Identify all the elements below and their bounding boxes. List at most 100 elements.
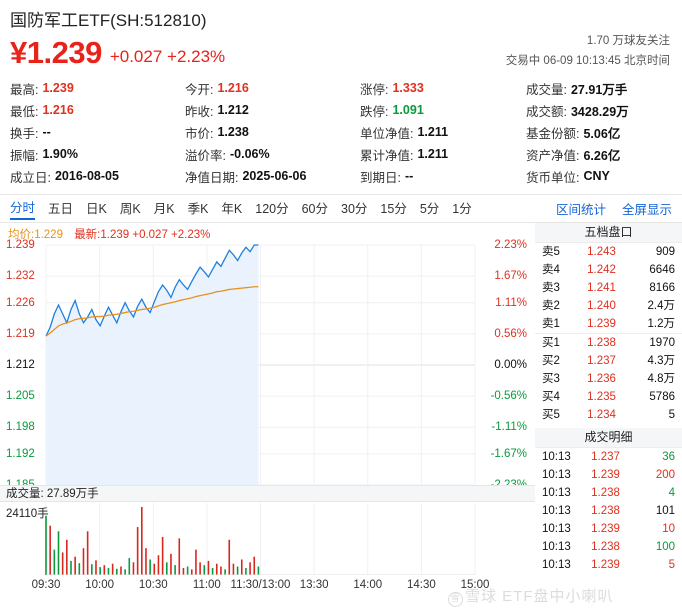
order-level: 买1 [542, 337, 560, 349]
stat-label: 成交量: [526, 82, 567, 97]
y-axis-price-label: 1.232 [6, 270, 35, 283]
order-price: 1.235 [587, 391, 616, 403]
order-qty: 6646 [649, 264, 675, 276]
tab-季K[interactable]: 季K [187, 202, 209, 216]
time-tick-label: 11:00 [192, 579, 221, 591]
action-全屏显示[interactable]: 全屏显示 [621, 203, 672, 217]
order-qty: 5786 [649, 391, 675, 403]
tab-月K[interactable]: 月K [153, 202, 175, 216]
order-qty: 1.2万 [647, 318, 676, 330]
order-book-row: 卖1 1.239 1.2万 [535, 315, 682, 333]
tab-120分[interactable]: 120分 [255, 202, 289, 216]
order-book-list: 卖5 1.243 909 卖4 1.242 6646 卖3 1.241 8166 卖2 1.240 2… [535, 243, 682, 424]
chart-tab-bar: 分时 五日 日K 周K 月K 季K 年K 120分 60分 30分 15分 5分 1分 区间统计 全屏显示 [0, 194, 682, 223]
legend-avg-price: 均价:1.229 [8, 229, 63, 241]
order-level: 买2 [542, 355, 560, 367]
trade-qty: 200 [655, 469, 675, 481]
trade-time: 10:13 [542, 523, 571, 535]
order-level: 卖4 [542, 264, 560, 276]
order-qty: 2.4万 [647, 300, 676, 312]
stat-cell: 市价: 1.238 [185, 121, 360, 143]
trade-price: 1.237 [591, 451, 620, 463]
price-plot[interactable]: 1.239 2.23% 1.232 1.67% 1.226 1.11% 1.219 0.56%… [0, 239, 535, 491]
stat-label: 换手: [10, 126, 39, 141]
stat-label: 货币单位: [526, 170, 580, 185]
order-level: 买4 [542, 391, 560, 403]
stat-value: 1.091 [392, 103, 424, 117]
tab-年K[interactable]: 年K [221, 202, 243, 216]
tab-五日[interactable]: 五日 [48, 202, 74, 216]
tab-5分[interactable]: 5分 [419, 202, 440, 216]
order-qty: 5 [668, 409, 675, 421]
chart-tab-actions: 区间统计 全屏显示 [540, 199, 672, 218]
stat-cell: 今开: 1.216 [185, 77, 360, 99]
trade-detail-row: 10:13 1.239 200 [535, 466, 682, 484]
order-book-row: 卖4 1.242 6646 [535, 261, 682, 279]
tab-分时[interactable]: 分时 [10, 197, 36, 220]
time-axis: 09:30 10:00 10:30 11:00 11:30/13:00 13:30 14:0… [0, 579, 535, 595]
time-tick-label: 10:30 [138, 579, 168, 591]
y-axis-price-label: 1.198 [6, 421, 35, 434]
volume-plot[interactable] [0, 503, 535, 576]
time-tick-label: 14:00 [353, 579, 383, 591]
page-title: 国防军工ETF(SH:512810) [10, 11, 207, 30]
stat-value: 3428.29万 [570, 104, 629, 119]
stat-label: 到期日: [360, 170, 401, 185]
order-level: 卖5 [542, 246, 560, 258]
trade-price: 1.238 [591, 505, 620, 517]
trade-qty: 4 [668, 487, 675, 499]
trade-qty: 100 [655, 541, 675, 553]
stats-grid: 最高: 1.239 今开: 1.216 涨停: 1.333 成交量: 27.91万手 最低: 1.… [0, 77, 682, 187]
price-row: ¥1.239 +0.027 +2.23% [10, 35, 672, 69]
stat-cell: 成交额: 3428.29万 [526, 99, 682, 121]
stat-label: 成立日: [10, 170, 51, 185]
trade-time: 10:13 [542, 469, 571, 481]
tab-15分[interactable]: 15分 [380, 202, 407, 216]
trade-detail-row: 10:13 1.238 101 [535, 502, 682, 520]
chart-tabs: 分时 五日 日K 周K 月K 季K 年K 120分 60分 30分 15分 5分 1分 [10, 197, 485, 220]
y-axis-price-label: 1.212 [6, 359, 35, 371]
y-axis-price-label: 1.239 [6, 239, 35, 251]
stat-value: 1.90% [42, 147, 78, 161]
stat-label: 基金份额: [526, 126, 580, 141]
trade-detail-list: 10:13 1.237 36 10:13 1.239 200 10:13 1.238 4 10:1… [535, 448, 682, 574]
volume-header: 成交量: 27.89万手 [0, 485, 535, 502]
stat-label: 最高: [10, 82, 39, 97]
tab-1分[interactable]: 1分 [452, 202, 472, 216]
stat-cell: 振幅: 1.90% [10, 143, 185, 165]
stat-label: 单位净值: [360, 126, 414, 141]
order-qty: 1970 [649, 337, 675, 349]
y-axis-percent-label: 2.23% [494, 239, 527, 251]
market-status-time: 交易中 06-09 10:13:45 北京时间 [505, 55, 670, 67]
price-chart-svg [45, 244, 476, 486]
y-axis-percent-label: -1.11% [491, 421, 527, 434]
tab-60分[interactable]: 60分 [301, 202, 329, 216]
volume-max-label: 24110手 [6, 508, 49, 520]
tab-周K[interactable]: 周K [119, 202, 141, 216]
stat-value: 1.216 [217, 81, 249, 95]
stat-value: 1.239 [42, 81, 74, 95]
trade-time: 10:13 [542, 505, 571, 517]
time-tick-label: 15:00 [460, 579, 490, 591]
action-区间统计[interactable]: 区间统计 [555, 203, 606, 217]
stat-label: 净值日期: [185, 170, 239, 185]
stat-cell: 昨收: 1.212 [185, 99, 360, 121]
tab-30分[interactable]: 30分 [341, 202, 368, 216]
tab-日K[interactable]: 日K [86, 202, 107, 216]
current-price: ¥1.239 [10, 35, 102, 70]
order-level: 卖1 [542, 318, 560, 330]
stat-label: 最低: [10, 104, 39, 119]
time-tick-label: 10:00 [85, 579, 115, 591]
stat-label: 溢价率: [185, 148, 226, 163]
stat-cell: 成交量: 27.91万手 [526, 77, 682, 99]
order-book-row: 买4 1.235 5786 [535, 388, 682, 406]
stat-value: -- [42, 125, 51, 139]
order-book-row: 卖2 1.240 2.4万 [535, 297, 682, 315]
order-price: 1.242 [587, 264, 616, 276]
y-axis-percent-label: 1.67% [494, 270, 527, 283]
stat-value: 1.211 [417, 147, 449, 161]
stat-cell: 单位净值: 1.211 [360, 121, 526, 143]
y-axis-percent-label: -0.56% [490, 390, 527, 403]
stat-value: -0.06% [229, 147, 270, 161]
order-qty: 4.8万 [647, 373, 676, 385]
